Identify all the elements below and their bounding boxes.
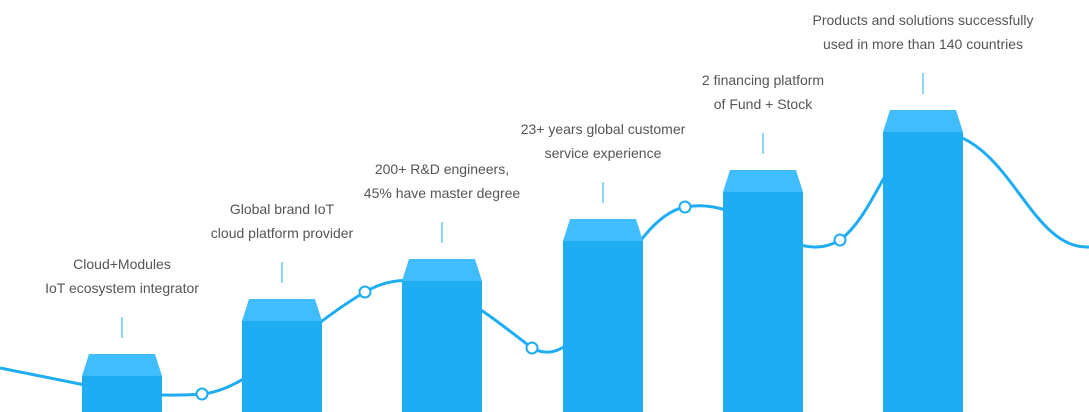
label-line: 200+ R&D engineers,	[374, 161, 510, 177]
label-line: Global brand IoT	[229, 201, 335, 217]
curve-node	[358, 285, 372, 299]
label-line: service experience	[544, 145, 662, 161]
curve-node	[833, 233, 847, 247]
label-line: 2 financing platform	[701, 72, 825, 88]
milestone-label: Cloud+Modules IoT ecosystem integrator	[0, 252, 252, 300]
bar-body	[563, 241, 643, 412]
label-line: of Fund + Stock	[713, 96, 813, 112]
milestone-label: Products and solutions successfully used …	[793, 8, 1053, 56]
label-line: 23+ years global customer	[520, 121, 686, 137]
milestone-bar	[242, 262, 322, 412]
curve-node	[525, 341, 539, 355]
bar-body	[723, 192, 803, 412]
curve-node	[678, 200, 692, 214]
bar-cap	[883, 110, 963, 132]
bar-cap	[563, 219, 643, 241]
label-line: 45% have master degree	[363, 185, 521, 201]
milestone-label: 200+ R&D engineers, 45% have master degre…	[312, 157, 572, 205]
milestone-bar	[82, 317, 162, 412]
bar-cap	[242, 299, 322, 321]
label-line: used in more than 140 countries	[822, 36, 1023, 52]
bar-body	[242, 321, 322, 412]
label-line: Cloud+Modules	[73, 256, 171, 272]
bar-cap	[82, 354, 162, 376]
milestone-label: Global brand IoT cloud platform provider	[152, 197, 412, 245]
label-line: cloud platform provider	[210, 225, 354, 241]
milestone-bar	[883, 73, 963, 412]
milestone-label: 2 financing platform of Fund + Stock	[633, 68, 893, 116]
bar-body	[402, 281, 482, 412]
bar-body	[883, 132, 963, 412]
bar-cap	[723, 170, 803, 192]
bar-cap	[402, 259, 482, 281]
milestone-bar	[563, 182, 643, 412]
curve-node	[195, 387, 209, 401]
milestone-bar	[723, 133, 803, 412]
bar-body	[82, 376, 162, 412]
label-line: Products and solutions successfully	[812, 12, 1034, 28]
milestone-bar	[402, 222, 482, 412]
milestone-label: 23+ years global customer service experie…	[473, 117, 733, 165]
label-line: IoT ecosystem integrator	[45, 280, 199, 296]
